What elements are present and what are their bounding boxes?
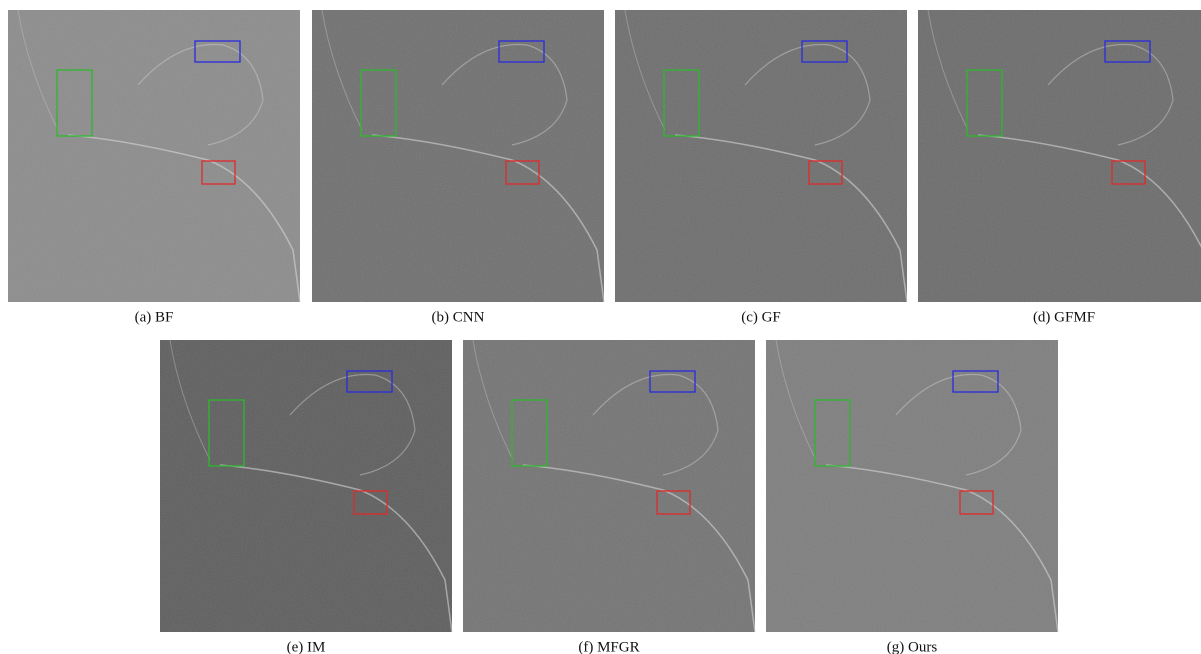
image-texture [615,10,907,302]
image-texture [766,340,1058,632]
caption: (g) Ours [887,639,938,654]
image-texture [8,10,300,302]
image-panel [615,10,907,302]
caption: (a) BF [135,309,174,325]
image-panel [918,10,1201,302]
caption: (d) GFMF [1033,309,1095,325]
caption: (f) MFGR [578,639,639,654]
image-panel [160,340,452,632]
image-panel [8,10,300,302]
image-texture [312,10,604,302]
image-panel [766,340,1058,632]
image-texture [463,340,755,632]
figure: (a) BF (b) CNN (c) GF (d) GFMF (e) IM (f) MFG… [0,0,1201,654]
caption: (b) CNN [432,309,485,325]
caption: (c) GF [741,309,781,325]
image-texture [918,10,1201,302]
image-panel [312,10,604,302]
image-texture [160,340,452,632]
caption: (e) IM [287,639,326,654]
image-panel [463,340,755,632]
